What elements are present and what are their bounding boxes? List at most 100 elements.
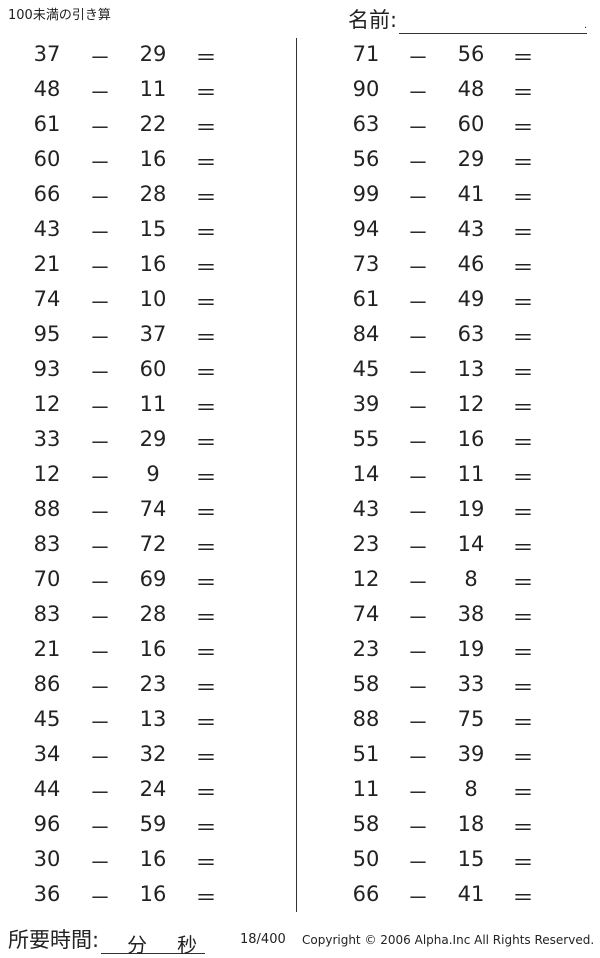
- equals-sign: ＝: [195, 81, 217, 105]
- equals-sign: ＝: [512, 396, 534, 420]
- subtrahend: 29: [139, 42, 167, 66]
- minuend: 88: [33, 497, 61, 521]
- subtrahend: 15: [139, 217, 167, 241]
- copyright: Copyright © 2006 Alpha.Inc All Rights Re…: [302, 933, 595, 947]
- subtrahend: 41: [457, 882, 485, 906]
- minus-sign: －: [407, 221, 429, 245]
- minuend: 21: [33, 252, 61, 276]
- minuend: 95: [33, 322, 61, 346]
- minus-sign: －: [89, 466, 111, 490]
- problem-row: 55 － 16 ＝: [0, 427, 600, 457]
- minus-sign: －: [89, 291, 111, 315]
- subtrahend: 11: [139, 77, 167, 101]
- minuend: 56: [352, 147, 380, 171]
- subtrahend: 11: [457, 462, 485, 486]
- time-field: 所要時間: 分 秒: [8, 924, 206, 957]
- equals-sign: ＝: [195, 256, 217, 280]
- problem-row: 66 － 28 ＝: [0, 182, 600, 212]
- equals-sign: ＝: [195, 46, 217, 70]
- problem-row: 12 － 8 ＝: [0, 567, 600, 597]
- minus-sign: －: [407, 816, 429, 840]
- problem-row: 30 － 16 ＝: [0, 847, 600, 877]
- subtrahend: 23: [139, 672, 167, 696]
- equals-sign: ＝: [512, 81, 534, 105]
- subtrahend: 15: [457, 847, 485, 871]
- subtrahend: 22: [139, 112, 167, 136]
- minus-sign: －: [407, 396, 429, 420]
- subtrahend: 24: [139, 777, 167, 801]
- subtrahend: 28: [139, 602, 167, 626]
- name-underline[interactable]: [399, 13, 588, 34]
- minus-sign: －: [407, 81, 429, 105]
- minuend: 88: [352, 707, 380, 731]
- minuend: 45: [33, 707, 61, 731]
- minuend: 83: [33, 602, 61, 626]
- subtrahend: 59: [139, 812, 167, 836]
- equals-sign: ＝: [195, 186, 217, 210]
- minuend: 34: [33, 742, 61, 766]
- equals-sign: ＝: [195, 851, 217, 875]
- equals-sign: ＝: [195, 606, 217, 630]
- minuend: 61: [33, 112, 61, 136]
- problem-row: 63 － 60 ＝: [0, 112, 600, 142]
- problem-row: 12 － 11 ＝: [0, 392, 600, 422]
- equals-sign: ＝: [195, 641, 217, 665]
- name-field[interactable]: 名前:: [348, 4, 588, 34]
- subtrahend: 33: [457, 672, 485, 696]
- equals-sign: ＝: [195, 291, 217, 315]
- equals-sign: ＝: [195, 886, 217, 910]
- minuend: 14: [352, 462, 380, 486]
- minus-sign: －: [407, 116, 429, 140]
- minuend: 96: [33, 812, 61, 836]
- minus-sign: －: [407, 151, 429, 175]
- equals-sign: ＝: [195, 151, 217, 175]
- problem-row: 61 － 22 ＝: [0, 112, 600, 142]
- problem-row: 11 － 8 ＝: [0, 777, 600, 807]
- subtrahend: 8: [464, 567, 478, 591]
- minus-sign: －: [89, 746, 111, 770]
- problem-row: 39 － 12 ＝: [0, 392, 600, 422]
- minuend: 43: [33, 217, 61, 241]
- minuend: 74: [33, 287, 61, 311]
- equals-sign: ＝: [195, 466, 217, 490]
- equals-sign: ＝: [512, 116, 534, 140]
- minus-sign: －: [407, 256, 429, 280]
- minuend: 99: [352, 182, 380, 206]
- minus-sign: －: [89, 816, 111, 840]
- minuend: 37: [33, 42, 61, 66]
- equals-sign: ＝: [195, 711, 217, 735]
- equals-sign: ＝: [512, 431, 534, 455]
- subtrahend: 69: [139, 567, 167, 591]
- minus-sign: －: [407, 361, 429, 385]
- equals-sign: ＝: [512, 711, 534, 735]
- subtrahend: 41: [457, 182, 485, 206]
- equals-sign: ＝: [195, 676, 217, 700]
- subtrahend: 19: [457, 497, 485, 521]
- minus-sign: －: [407, 466, 429, 490]
- minus-sign: －: [89, 431, 111, 455]
- problem-row: 12 － 9 ＝: [0, 462, 600, 492]
- minus-sign: －: [89, 186, 111, 210]
- equals-sign: ＝: [195, 116, 217, 140]
- equals-sign: ＝: [512, 781, 534, 805]
- subtrahend: 13: [139, 707, 167, 731]
- minuend: 84: [352, 322, 380, 346]
- problem-row: 61 － 49 ＝: [0, 287, 600, 317]
- minuend: 83: [33, 532, 61, 556]
- minus-sign: －: [89, 256, 111, 280]
- problem-row: 45 － 13 ＝: [0, 357, 600, 387]
- minus-sign: －: [89, 46, 111, 70]
- problem-row: 50 － 15 ＝: [0, 847, 600, 877]
- minus-sign: －: [89, 711, 111, 735]
- minuend: 63: [352, 112, 380, 136]
- subtrahend: 16: [139, 882, 167, 906]
- equals-sign: ＝: [195, 221, 217, 245]
- equals-sign: ＝: [512, 501, 534, 525]
- problem-row: 45 － 13 ＝: [0, 707, 600, 737]
- minuend: 66: [352, 882, 380, 906]
- equals-sign: ＝: [195, 501, 217, 525]
- minus-sign: －: [89, 571, 111, 595]
- equals-sign: ＝: [512, 151, 534, 175]
- minuend: 94: [352, 217, 380, 241]
- time-underline[interactable]: 分 秒: [101, 929, 206, 957]
